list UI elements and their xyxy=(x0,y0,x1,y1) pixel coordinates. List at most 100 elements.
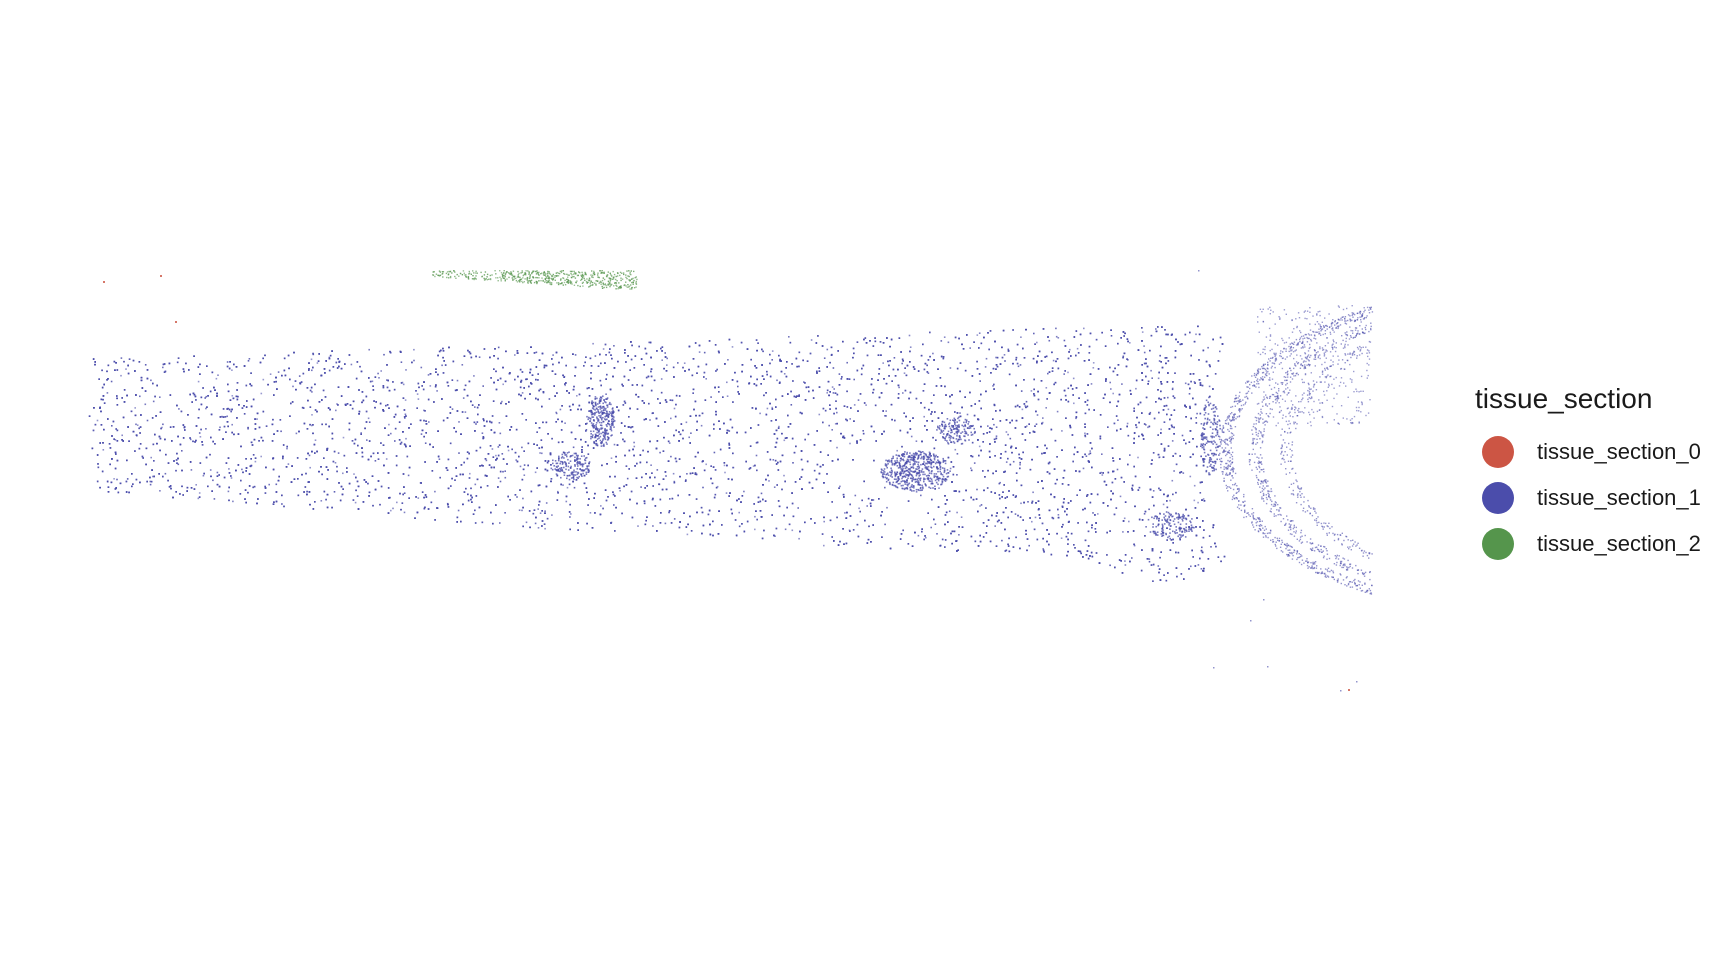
scatter-point xyxy=(405,437,407,440)
scatter-point xyxy=(1117,419,1119,421)
scatter-point xyxy=(985,357,988,360)
scatter-point xyxy=(1021,408,1024,411)
scatter-point xyxy=(159,490,161,492)
scatter-point xyxy=(1128,520,1130,523)
scatter-point xyxy=(548,398,551,400)
scatter-point xyxy=(121,434,123,437)
scatter-point xyxy=(882,362,884,364)
scatter-point xyxy=(685,421,688,424)
scatter-point xyxy=(915,440,918,442)
scatter-point xyxy=(1007,433,1009,436)
scatter-point xyxy=(743,490,745,493)
scatter-point xyxy=(774,535,776,537)
scatter-point xyxy=(673,407,676,410)
scatter-point xyxy=(390,432,392,435)
scatter-point xyxy=(404,413,407,416)
scatter-point xyxy=(705,378,707,380)
scatter-point xyxy=(686,473,688,475)
scatter-point xyxy=(872,499,875,501)
scatter-point xyxy=(334,462,337,464)
series-tissue-section-1-points xyxy=(88,270,1374,692)
scatter-point xyxy=(1129,342,1131,344)
scatter-point xyxy=(111,425,113,427)
scatter-point xyxy=(232,500,234,503)
scatter-point xyxy=(601,406,604,408)
scatter-point xyxy=(564,422,566,424)
scatter-point xyxy=(992,385,994,387)
scatter-point xyxy=(190,469,193,471)
scatter-point xyxy=(402,383,405,386)
scatter-point xyxy=(1042,417,1044,419)
scatter-point xyxy=(464,411,467,413)
scatter-point xyxy=(212,479,214,482)
scatter-point xyxy=(1167,408,1170,411)
scatter-point xyxy=(574,354,577,356)
scatter-point xyxy=(1143,513,1146,515)
scatter-point xyxy=(230,477,233,479)
scatter-point xyxy=(434,490,436,493)
scatter-point xyxy=(1193,484,1196,487)
scatter-point xyxy=(1034,516,1037,519)
scatter-point xyxy=(461,364,464,366)
scatter-point xyxy=(311,391,313,393)
scatter-point xyxy=(260,392,263,395)
scatter-point xyxy=(475,423,477,425)
scatter-point xyxy=(523,474,526,476)
scatter-point xyxy=(292,385,294,388)
scatter-point xyxy=(150,379,152,382)
scatter-point xyxy=(626,477,629,480)
scatter-point xyxy=(1135,387,1137,390)
scatter-point xyxy=(1090,383,1093,385)
scatter-point xyxy=(1210,546,1212,548)
scatter-point xyxy=(1083,327,1085,330)
scatter-point xyxy=(226,415,228,418)
scatter-point xyxy=(908,334,911,337)
scatter-point xyxy=(849,418,851,420)
scatter-point xyxy=(1012,460,1015,463)
scatter-point xyxy=(504,512,506,514)
scatter-point xyxy=(610,457,613,459)
scatter-point xyxy=(1195,333,1197,336)
scatter-point xyxy=(501,400,503,403)
scatter-point xyxy=(280,430,282,433)
scatter-point xyxy=(716,485,719,488)
scatter-point xyxy=(669,498,671,500)
scatter-point xyxy=(1143,345,1145,347)
scatter-point xyxy=(424,442,427,444)
scatter-point xyxy=(504,476,507,479)
scatter-point xyxy=(1027,501,1029,503)
scatter-point xyxy=(342,472,344,475)
scatter-point xyxy=(1200,445,1202,447)
scatter-point xyxy=(457,509,460,512)
scatter-point xyxy=(1188,393,1191,395)
scatter-point xyxy=(566,486,569,489)
scatter-point xyxy=(755,454,758,457)
scatter-point xyxy=(1171,440,1174,442)
scatter-point xyxy=(1112,392,1114,395)
scatter-point xyxy=(116,478,118,481)
scatter-point xyxy=(1067,371,1069,374)
scatter-point xyxy=(135,423,137,426)
scatter-point xyxy=(649,419,651,421)
scatter-point xyxy=(661,359,663,361)
scatter-point xyxy=(308,454,311,457)
scatter-point xyxy=(247,428,249,430)
scatter-point xyxy=(1048,339,1051,342)
scatter-point xyxy=(956,511,958,514)
scatter-point xyxy=(120,374,122,377)
scatter-point xyxy=(336,403,338,405)
scatter-point xyxy=(413,348,415,351)
scatter-point xyxy=(723,464,726,467)
scatter-point xyxy=(896,449,898,452)
scatter-point xyxy=(521,509,523,512)
scatter-point xyxy=(776,379,778,382)
scatter-point xyxy=(1181,434,1184,437)
scatter-point xyxy=(514,354,516,356)
scatter-point xyxy=(834,423,837,425)
scatter-point xyxy=(114,439,117,441)
scatter-point xyxy=(420,433,423,435)
scatter-point xyxy=(1152,490,1155,492)
scatter-point xyxy=(1189,475,1192,478)
scatter-point xyxy=(537,527,540,529)
